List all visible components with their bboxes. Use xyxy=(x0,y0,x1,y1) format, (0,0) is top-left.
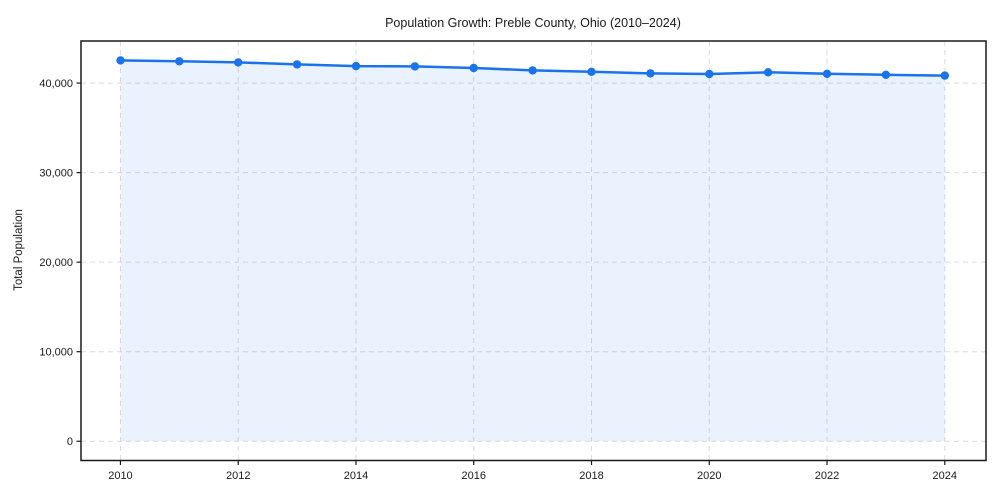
x-tick-label: 2014 xyxy=(344,470,368,482)
axis-layer: 2010 2012 2014 2016 2018 2020 2022 2024 0 10,000 2… xyxy=(39,40,987,482)
data-point xyxy=(705,69,714,79)
x-tick-label: 2012 xyxy=(226,470,250,482)
data-point xyxy=(292,60,302,69)
y-tick-label: 10,000 xyxy=(39,347,73,359)
data-point xyxy=(116,56,125,65)
data-point xyxy=(881,70,891,80)
series-layer xyxy=(116,56,949,442)
x-tick-label: 2016 xyxy=(461,470,485,482)
data-point xyxy=(175,57,184,66)
x-tick-label: 2018 xyxy=(579,470,603,482)
x-tick-label: 2020 xyxy=(697,470,721,482)
plot-border xyxy=(80,40,987,462)
x-tick-label: 2010 xyxy=(108,470,132,482)
x-tick-label: 2022 xyxy=(815,470,839,482)
data-point xyxy=(410,62,420,71)
data-point xyxy=(234,58,243,67)
data-point xyxy=(528,66,537,75)
data-point xyxy=(940,71,949,80)
data-point xyxy=(469,63,478,73)
y-tick-label: 0 xyxy=(67,436,73,448)
grid-layer xyxy=(81,41,986,461)
area-fill xyxy=(120,60,945,442)
y-axis-label: Total Population xyxy=(13,209,25,291)
y-tick-label: 40,000 xyxy=(39,78,73,90)
y-tick-label: 20,000 xyxy=(39,257,73,269)
y-tick-label: 30,000 xyxy=(39,168,73,180)
data-point xyxy=(587,67,596,77)
data-point xyxy=(763,68,773,77)
data-point xyxy=(351,61,361,71)
x-tick-label: 2024 xyxy=(933,470,957,482)
data-point xyxy=(646,69,655,78)
chart-title: Population Growth: Preble County, Ohio (… xyxy=(385,16,681,30)
data-point xyxy=(822,69,832,79)
